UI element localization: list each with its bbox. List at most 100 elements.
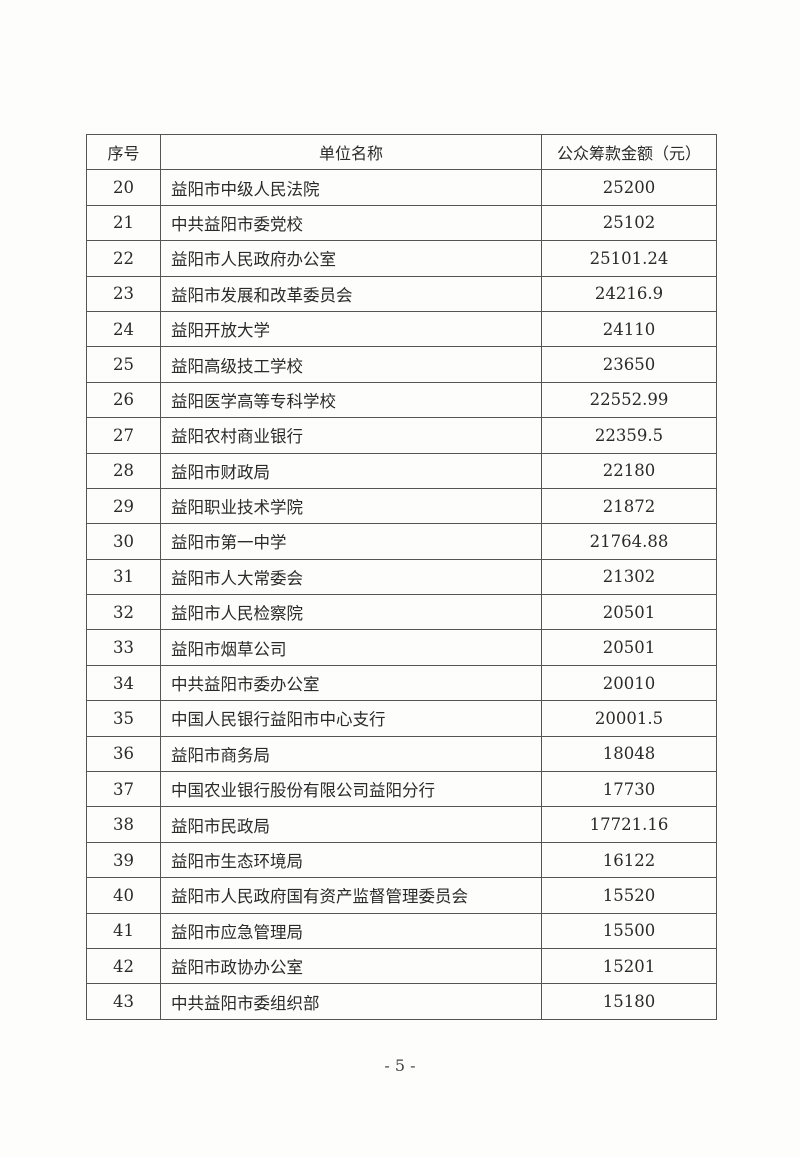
table-row: 39 益阳市生态环境局 16122 [86, 841, 717, 879]
row-unit-name: 益阳高级技工学校 [160, 346, 542, 383]
row-amount: 23650 [541, 346, 717, 383]
row-unit-name: 益阳市烟草公司 [160, 629, 542, 666]
row-unit-name: 中国农业银行股份有限公司益阳分行 [160, 771, 542, 808]
row-index: 23 [86, 275, 161, 312]
row-index: 38 [86, 806, 161, 843]
row-amount: 17730 [541, 771, 717, 808]
table-row: 36 益阳市商务局 18048 [86, 735, 717, 773]
header-amount: 公众筹款金额（元） [541, 133, 717, 171]
row-amount: 21302 [541, 558, 717, 596]
table-body: 20 益阳市中级人民法院 25200 21 中共益阳市委党校 25102 22 益阳市人民政府… [86, 169, 717, 1020]
header-index: 序号 [86, 133, 161, 171]
row-amount: 22552.99 [541, 381, 717, 419]
table-row: 31 益阳市人大常委会 21302 [86, 558, 717, 596]
table-row: 43 中共益阳市委组织部 15180 [86, 983, 717, 1020]
row-amount: 25200 [541, 169, 717, 206]
row-unit-name: 益阳市民政局 [160, 806, 542, 843]
row-unit-name: 益阳市人民政府办公室 [160, 240, 542, 277]
table-header-row: 序号 单位名称 公众筹款金额（元） [86, 133, 717, 171]
row-amount: 24216.9 [541, 275, 717, 312]
row-index: 37 [86, 771, 161, 808]
row-index: 31 [86, 558, 161, 596]
row-index: 27 [86, 417, 161, 454]
row-unit-name: 中共益阳市委办公室 [160, 664, 542, 702]
row-unit-name: 益阳市应急管理局 [160, 912, 542, 949]
table-row: 30 益阳市第一中学 21764.88 [86, 523, 717, 560]
row-amount: 20501 [541, 594, 717, 631]
row-unit-name: 中国人民银行益阳市中心支行 [160, 700, 542, 737]
table-row: 37 中国农业银行股份有限公司益阳分行 17730 [86, 771, 717, 808]
table-row: 38 益阳市民政局 17721.16 [86, 806, 717, 843]
row-unit-name: 益阳市人民检察院 [160, 594, 542, 631]
row-index: 30 [86, 523, 161, 560]
row-index: 28 [86, 452, 161, 489]
page-number: - 5 - [384, 1056, 416, 1075]
row-amount: 22180 [541, 452, 717, 489]
table-row: 27 益阳农村商业银行 22359.5 [86, 417, 717, 454]
table-row: 40 益阳市人民政府国有资产监督管理委员会 15520 [86, 877, 717, 914]
row-index: 34 [86, 664, 161, 702]
row-index: 33 [86, 629, 161, 666]
table-row: 25 益阳高级技工学校 23650 [86, 346, 717, 383]
row-amount: 21872 [541, 487, 717, 525]
row-unit-name: 益阳市发展和改革委员会 [160, 275, 542, 312]
row-unit-name: 益阳市商务局 [160, 735, 542, 773]
donation-table: 序号 单位名称 公众筹款金额（元） 20 益阳市中级人民法院 25200 21 中共益阳… [86, 133, 717, 1020]
row-unit-name: 益阳市生态环境局 [160, 841, 542, 879]
row-index: 20 [86, 169, 161, 206]
row-unit-name: 益阳市政协办公室 [160, 947, 542, 985]
table-row: 29 益阳职业技术学院 21872 [86, 487, 717, 525]
row-unit-name: 中共益阳市委组织部 [160, 983, 542, 1020]
table-row: 34 中共益阳市委办公室 20010 [86, 664, 717, 702]
row-amount: 20501 [541, 629, 717, 666]
row-unit-name: 益阳职业技术学院 [160, 487, 542, 525]
row-amount: 25102 [541, 204, 717, 242]
row-index: 26 [86, 381, 161, 419]
row-amount: 25101.24 [541, 240, 717, 277]
row-amount: 15180 [541, 983, 717, 1020]
table-row: 28 益阳市财政局 22180 [86, 452, 717, 489]
row-amount: 20001.5 [541, 700, 717, 737]
row-amount: 21764.88 [541, 523, 717, 560]
row-index: 41 [86, 912, 161, 949]
row-amount: 22359.5 [541, 417, 717, 454]
table-row: 35 中国人民银行益阳市中心支行 20001.5 [86, 700, 717, 737]
table-row: 21 中共益阳市委党校 25102 [86, 204, 717, 242]
table-row: 41 益阳市应急管理局 15500 [86, 912, 717, 949]
row-index: 22 [86, 240, 161, 277]
row-amount: 16122 [541, 841, 717, 879]
row-index: 43 [86, 983, 161, 1020]
row-amount: 20010 [541, 664, 717, 702]
row-amount: 15500 [541, 912, 717, 949]
table-row: 22 益阳市人民政府办公室 25101.24 [86, 240, 717, 277]
table-row: 20 益阳市中级人民法院 25200 [86, 169, 717, 206]
row-index: 25 [86, 346, 161, 383]
row-amount: 24110 [541, 310, 717, 348]
row-unit-name: 益阳市财政局 [160, 452, 542, 489]
row-amount: 18048 [541, 735, 717, 773]
table-row: 26 益阳医学高等专科学校 22552.99 [86, 381, 717, 419]
table-row: 42 益阳市政协办公室 15201 [86, 947, 717, 985]
row-unit-name: 益阳市第一中学 [160, 523, 542, 560]
row-index: 35 [86, 700, 161, 737]
row-index: 42 [86, 947, 161, 985]
row-unit-name: 益阳开放大学 [160, 310, 542, 348]
row-unit-name: 益阳市人民政府国有资产监督管理委员会 [160, 877, 542, 914]
row-index: 21 [86, 204, 161, 242]
row-unit-name: 益阳市中级人民法院 [160, 169, 542, 206]
row-unit-name: 中共益阳市委党校 [160, 204, 542, 242]
row-index: 40 [86, 877, 161, 914]
row-index: 32 [86, 594, 161, 631]
row-amount: 15201 [541, 947, 717, 985]
row-unit-name: 益阳市人大常委会 [160, 558, 542, 596]
row-index: 36 [86, 735, 161, 773]
table-row: 24 益阳开放大学 24110 [86, 310, 717, 348]
table-row: 33 益阳市烟草公司 20501 [86, 629, 717, 666]
table-row: 23 益阳市发展和改革委员会 24216.9 [86, 275, 717, 312]
row-unit-name: 益阳农村商业银行 [160, 417, 542, 454]
row-index: 24 [86, 310, 161, 348]
row-index: 39 [86, 841, 161, 879]
row-index: 29 [86, 487, 161, 525]
row-unit-name: 益阳医学高等专科学校 [160, 381, 542, 419]
header-unit-name: 单位名称 [160, 133, 542, 171]
